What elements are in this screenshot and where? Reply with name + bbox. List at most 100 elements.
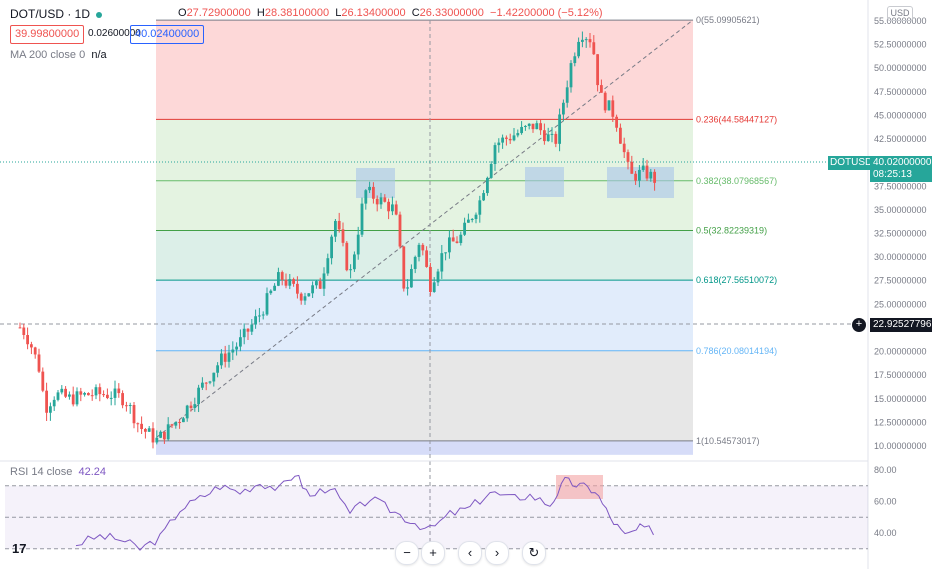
candle-body (288, 279, 292, 286)
candle-body (140, 423, 143, 430)
candle-body (136, 423, 140, 425)
ma-indicator-legend[interactable]: MA 200 close 0 n/a (10, 49, 107, 61)
candle-body (554, 133, 558, 144)
fib-zone (156, 119, 693, 181)
candle-body (261, 314, 265, 316)
candle-body (166, 424, 170, 440)
candle-body (505, 137, 508, 139)
candle-body (334, 220, 337, 237)
candle-body (109, 397, 113, 399)
candle-body (307, 293, 311, 297)
zoom-out-button[interactable]: − (395, 541, 419, 565)
sell-price-button[interactable]: 39.99800000 (10, 25, 85, 44)
candle-body (311, 285, 314, 294)
candle-body (132, 405, 136, 424)
fib-label: 0.786(20.08014194) (696, 346, 777, 356)
candle-body (440, 253, 444, 272)
buy-price-button[interactable]: 40.02400000 (130, 25, 205, 44)
candle-body (284, 279, 288, 286)
fib-zone (156, 350, 693, 441)
crosshair-add-icon[interactable]: + (852, 318, 866, 332)
candle-body (410, 268, 413, 288)
symbol-title[interactable]: DOT/USD · 1D (10, 7, 103, 21)
candle-body (33, 347, 37, 355)
candle-body (337, 220, 341, 230)
candle-body (128, 405, 132, 407)
candle-body (360, 203, 364, 235)
candle-body (246, 328, 250, 332)
candle-body (584, 39, 588, 41)
currency-button[interactable]: USD (887, 6, 913, 21)
candle-body (626, 152, 630, 162)
candle-body (231, 349, 235, 353)
price-axis-tick: 20.00000000 (874, 347, 927, 357)
candle-body (387, 201, 390, 212)
candle-body (299, 293, 303, 301)
scroll-left-button[interactable]: ‹ (458, 541, 482, 565)
candle-body (432, 282, 436, 292)
price-axis-tick: 12.50000000 (874, 417, 927, 427)
candle-body (451, 237, 455, 242)
candle-body (163, 431, 166, 440)
candle-body (174, 421, 178, 426)
candle-body (603, 92, 607, 111)
candle-body (543, 130, 546, 142)
price-axis-tick: 17.50000000 (874, 370, 927, 380)
candle-body (204, 382, 208, 384)
candle-body (508, 138, 512, 141)
candle-body (68, 394, 71, 397)
candle-body (303, 296, 307, 301)
fib-zone (156, 440, 693, 455)
market-status-dot (96, 11, 103, 18)
fib-label: 0.618(27.56510072) (696, 275, 777, 285)
candle-body (535, 123, 539, 130)
scroll-right-button[interactable]: › (485, 541, 509, 565)
candle-body (315, 281, 318, 286)
candle-body (254, 316, 257, 325)
candle-body (30, 344, 33, 348)
candle-body (569, 63, 573, 88)
candle-body (79, 391, 83, 395)
candle-body (546, 134, 550, 142)
candle-body (649, 171, 653, 179)
candle-body (417, 244, 421, 257)
candle-body (94, 387, 98, 396)
candle-body (223, 353, 227, 362)
candle-body (653, 171, 656, 183)
zoom-in-button[interactable]: + (421, 541, 445, 565)
candle-body (436, 271, 440, 283)
reset-chart-button[interactable]: ↻ (522, 541, 546, 565)
candle-body (394, 204, 398, 215)
candle-body (71, 394, 75, 405)
candle-body (151, 428, 155, 443)
candle-body (406, 287, 409, 289)
candle-body (22, 327, 26, 336)
candle-body (463, 222, 466, 235)
candle-body (242, 328, 246, 338)
candle-body (383, 197, 387, 202)
candle-body (478, 200, 482, 215)
price-axis-tick: 27.50000000 (874, 276, 927, 286)
candle-body (322, 273, 326, 289)
candle-body (45, 390, 48, 413)
candle-body (645, 165, 649, 179)
rsi-axis-tick: 40.00 (874, 528, 897, 538)
tradingview-logo[interactable]: 17 (12, 541, 27, 556)
rsi-indicator-legend[interactable]: RSI 14 close 42.24 (10, 466, 107, 478)
candle-body (372, 186, 375, 199)
candle-body (402, 246, 406, 289)
candle-body (413, 256, 417, 269)
support-highlight-box (356, 168, 395, 198)
candle-body (379, 197, 383, 205)
fib-trend-line (156, 19, 694, 438)
candle-body (368, 186, 371, 191)
price-axis-tick: 10.00000000 (874, 441, 927, 451)
fib-zone (156, 20, 693, 120)
candle-body (356, 234, 360, 255)
price-axis-tick: 25.00000000 (874, 299, 927, 309)
candle-body (106, 394, 109, 399)
candle-body (296, 283, 299, 294)
price-axis-tick: 32.50000000 (874, 229, 927, 239)
candle-body (292, 279, 295, 284)
